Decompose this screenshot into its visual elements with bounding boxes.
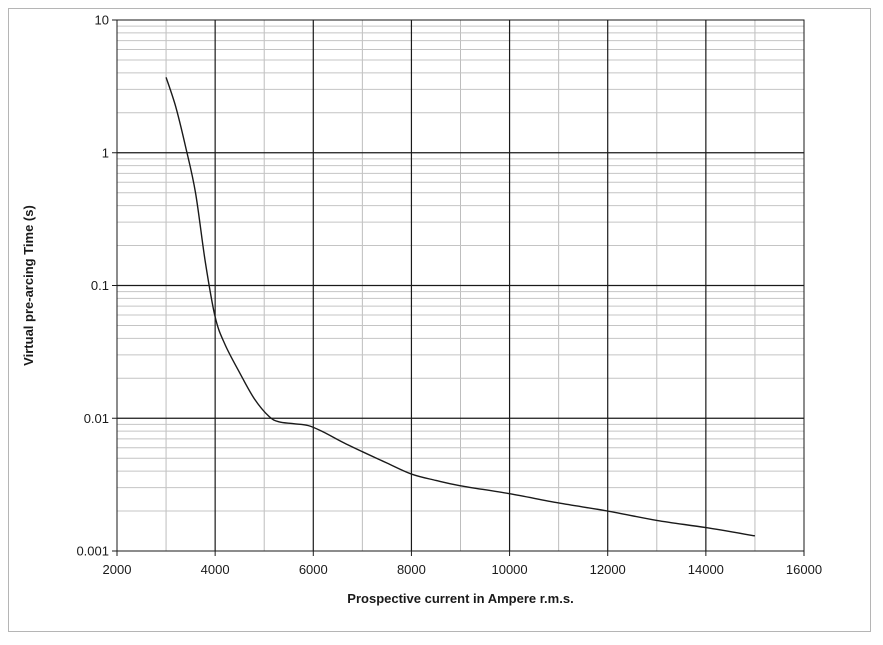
y-axis-ticks: 0.001 0.01 0.1 1 10 <box>76 13 117 559</box>
x-tick-label: 10000 <box>491 562 527 577</box>
y-tick-label: 1 <box>102 145 109 160</box>
x-tick-label: 8000 <box>397 562 426 577</box>
x-axis-ticks: 2000 4000 6000 8000 10000 12000 14000 16000 <box>103 551 822 577</box>
y-tick-label: 0.1 <box>91 278 109 293</box>
x-tick-label: 6000 <box>299 562 328 577</box>
series-line <box>165 77 756 537</box>
y-tick-label: 0.01 <box>84 411 109 426</box>
x-tick-label: 16000 <box>786 562 822 577</box>
x-tick-label: 14000 <box>688 562 724 577</box>
y-axis-title: Virtual pre-arcing Time (s) <box>21 205 36 366</box>
chart-frame <box>8 8 871 632</box>
x-tick-label: 2000 <box>103 562 132 577</box>
minor-gridlines <box>117 20 804 551</box>
x-tick-label: 12000 <box>590 562 626 577</box>
major-gridlines <box>117 20 804 551</box>
x-axis-title: Prospective current in Ampere r.m.s. <box>347 591 573 606</box>
series-layer <box>165 77 756 537</box>
x-tick-label: 4000 <box>201 562 230 577</box>
y-tick-label: 0.001 <box>76 544 109 559</box>
y-tick-label: 10 <box>95 13 109 28</box>
